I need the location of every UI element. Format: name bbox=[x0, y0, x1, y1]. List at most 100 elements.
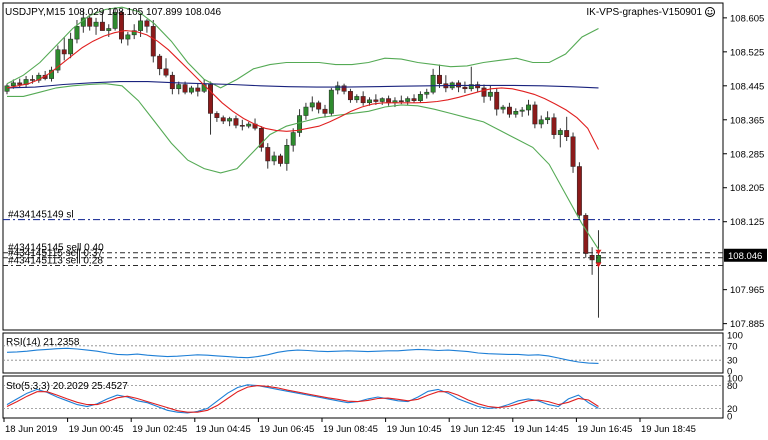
candle-body bbox=[360, 96, 366, 104]
price-tick-label: 107.965 bbox=[730, 285, 764, 296]
order-label: #434145113 sell 0.28 bbox=[8, 255, 103, 266]
candle-body bbox=[405, 98, 411, 102]
candle-body bbox=[220, 117, 226, 122]
candle-body bbox=[131, 30, 137, 36]
candle-body bbox=[112, 12, 118, 29]
candle-body bbox=[87, 17, 93, 27]
candle-body bbox=[494, 91, 500, 110]
candle-body bbox=[506, 106, 512, 115]
smiley-icon bbox=[705, 7, 715, 17]
candle-body bbox=[284, 145, 290, 164]
price-panel-frame bbox=[2, 2, 724, 331]
candle-body bbox=[309, 102, 315, 108]
candle-body bbox=[278, 155, 283, 164]
candle-body bbox=[570, 136, 576, 167]
candle-body bbox=[61, 49, 67, 55]
candle-body bbox=[99, 21, 105, 31]
candles bbox=[4, 7, 601, 318]
candle-body bbox=[10, 82, 16, 87]
candle-body bbox=[430, 74, 436, 93]
candle-body bbox=[545, 117, 551, 121]
time-tick-label: 19 Jun 04:45 bbox=[196, 424, 251, 435]
candle-body bbox=[398, 100, 404, 102]
candle-body bbox=[341, 85, 347, 92]
stochastic-tick-label: 0 bbox=[727, 412, 732, 423]
sell-arrow-icon bbox=[595, 249, 602, 255]
candle-body bbox=[271, 155, 277, 162]
candle-body bbox=[475, 84, 481, 89]
candle-body bbox=[55, 49, 61, 71]
candle-body bbox=[468, 84, 474, 90]
price-tick-label: 108.285 bbox=[730, 149, 764, 160]
order-label: #434145115 sell 0.37 bbox=[8, 248, 103, 259]
candle-body bbox=[258, 128, 264, 148]
candle-body bbox=[322, 108, 328, 114]
account-label: IK-VPS-graphes-V150901 bbox=[586, 7, 702, 18]
candle-body bbox=[29, 79, 35, 81]
time-tick-label: 19 Jun 10:45 bbox=[387, 424, 442, 435]
candle-body bbox=[386, 98, 392, 104]
time-tick-label: 19 Jun 18:45 bbox=[641, 424, 696, 435]
price-tick-label: 108.205 bbox=[730, 183, 764, 194]
rsi-label: RSI(14) 21.2358 bbox=[6, 337, 80, 348]
order-label: #434145145 sell 0.40 bbox=[8, 243, 104, 254]
candle-body bbox=[335, 85, 341, 91]
candle-body bbox=[538, 119, 544, 125]
candle-body bbox=[481, 87, 487, 97]
current-price-label: 108.046 bbox=[728, 251, 762, 262]
price-tick-label: 108.525 bbox=[730, 47, 764, 58]
candle-body bbox=[36, 74, 42, 81]
time-tick-label: 19 Jun 08:45 bbox=[323, 424, 378, 435]
bollinger-upper-line bbox=[6, 6, 599, 89]
candle-body bbox=[119, 12, 124, 40]
candle-body bbox=[576, 166, 582, 216]
candle-body bbox=[417, 94, 423, 101]
time-axis: 18 Jun 2019 19 Jun 00:45 19 Jun 02:45 19 Ju… bbox=[3, 418, 696, 435]
candle-body bbox=[138, 20, 144, 31]
fast-ma-line bbox=[6, 30, 599, 150]
time-tick-label: 19 Jun 14:45 bbox=[514, 424, 569, 435]
candle-body bbox=[316, 102, 322, 110]
stochastic-tick-label: 80 bbox=[727, 381, 738, 392]
candle-body bbox=[297, 115, 303, 133]
time-tick-label: 19 Jun 02:45 bbox=[132, 424, 187, 435]
candle-body bbox=[227, 118, 233, 122]
candle-body bbox=[564, 130, 570, 138]
candle-body bbox=[4, 85, 10, 92]
candle-body bbox=[557, 130, 563, 135]
candle-body bbox=[233, 118, 239, 126]
candle-body bbox=[195, 87, 201, 92]
time-tick-label: 19 Jun 16:45 bbox=[577, 424, 632, 435]
stochastic-signal-line bbox=[6, 385, 599, 413]
time-tick-label: 19 Jun 00:45 bbox=[69, 424, 124, 435]
current-price-tag bbox=[724, 248, 767, 262]
candle-body bbox=[290, 132, 296, 146]
candle-body bbox=[246, 123, 252, 127]
candle-body bbox=[532, 104, 538, 125]
candle-body bbox=[354, 96, 360, 101]
candle-body bbox=[411, 98, 417, 101]
candle-body bbox=[367, 99, 372, 104]
time-tick-label: 18 Jun 2019 bbox=[5, 424, 57, 435]
candle-body bbox=[347, 91, 353, 101]
candle-body bbox=[513, 111, 519, 115]
stochastic-label: Sto(5,3,3) 20.2029 25.4527 bbox=[6, 381, 128, 392]
candle-body bbox=[214, 113, 220, 118]
candle-body bbox=[144, 20, 150, 27]
candle-body bbox=[265, 147, 271, 162]
candle-body bbox=[551, 117, 557, 135]
rsi-tick-label: 100 bbox=[727, 331, 743, 342]
candle-body bbox=[328, 89, 334, 114]
candle-body bbox=[157, 55, 163, 70]
candle-body bbox=[188, 87, 194, 93]
stop-loss-label: #434145149 sl bbox=[8, 210, 74, 221]
price-tick-label: 108.445 bbox=[730, 81, 764, 92]
price-tick-label: 107.885 bbox=[730, 319, 764, 330]
stochastic-panel-frame bbox=[2, 375, 724, 419]
symbol-info-label: USDJPY,M15 108.029 108.105 107.899 108.0… bbox=[5, 7, 222, 18]
candle-body bbox=[519, 109, 525, 112]
candle-body bbox=[239, 125, 245, 127]
candle-body bbox=[169, 74, 175, 90]
